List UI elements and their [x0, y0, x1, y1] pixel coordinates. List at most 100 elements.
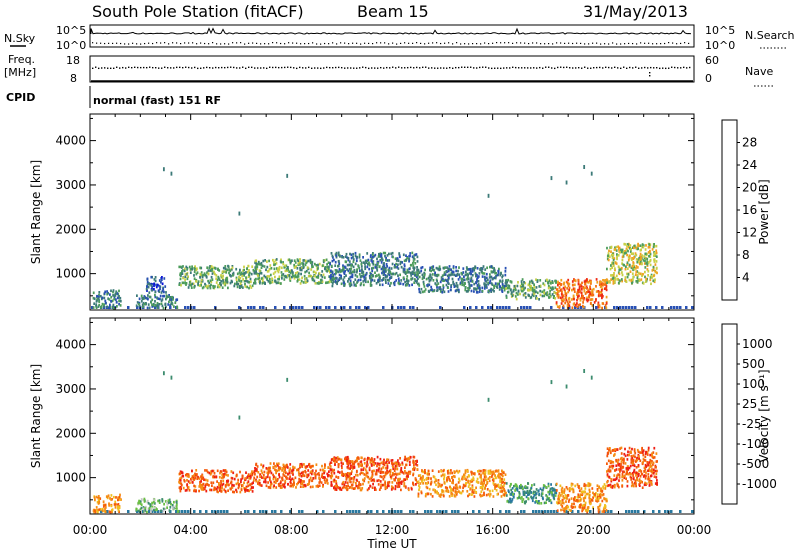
scatter-cell	[199, 276, 202, 279]
scatter-cell	[286, 466, 289, 469]
nsearch-dot	[236, 42, 238, 44]
scatter-cell	[521, 496, 523, 499]
scatter-cell	[154, 293, 156, 297]
nsearch-dot	[332, 42, 334, 44]
scatter-cell	[184, 281, 186, 284]
nave-dot	[425, 66, 427, 68]
nave-dot	[560, 66, 562, 68]
scatter-cell	[387, 481, 390, 484]
scatter-cell	[442, 279, 445, 282]
scatter-cell	[440, 470, 443, 473]
scatter-cell	[378, 276, 381, 280]
scatter-cell	[349, 252, 351, 256]
nsearch-dot	[636, 43, 638, 45]
scatter-cell	[446, 266, 448, 269]
scatter-cell	[273, 468, 276, 471]
scatter-cell	[626, 263, 629, 266]
scatter-cell	[637, 510, 640, 513]
scatter-cell	[385, 461, 387, 464]
scatter-cell	[602, 486, 605, 490]
nave-dot	[629, 66, 631, 69]
scatter-cell	[164, 302, 167, 306]
scatter-cell	[601, 284, 604, 287]
scatter-cell	[525, 495, 528, 499]
scatter-cell	[353, 487, 355, 490]
scatter-cell	[483, 491, 485, 495]
scatter-cell	[271, 277, 273, 280]
scatter-cell	[205, 510, 208, 513]
scatter-cell	[350, 477, 353, 480]
scatter-cell	[266, 471, 269, 474]
scatter-cell	[389, 468, 392, 472]
scatter-cell	[289, 306, 292, 309]
nave-dot	[392, 66, 394, 68]
scatter-cell	[508, 306, 511, 309]
scatter-cell	[355, 478, 358, 482]
scatter-cell	[146, 306, 149, 310]
scatter-cell	[237, 282, 240, 286]
scatter-cell	[306, 266, 309, 269]
scatter-cell	[644, 275, 646, 279]
scatter-cell	[275, 465, 277, 468]
scatter-cell	[338, 267, 341, 271]
scatter-cell	[446, 470, 449, 473]
scatter-cell	[382, 268, 385, 272]
scatter-cell	[356, 275, 359, 278]
scatter-cell	[597, 303, 600, 306]
scatter-cell	[174, 505, 177, 508]
scatter-cell	[390, 275, 393, 279]
nave-dot	[248, 66, 250, 69]
nsearch-dot	[460, 43, 462, 45]
scatter-cell	[246, 476, 249, 479]
scatter-cell	[116, 292, 119, 295]
nave-dot	[473, 67, 475, 69]
scatter-cell	[318, 262, 321, 266]
scatter-cell	[110, 504, 113, 508]
scatter-cell	[300, 462, 303, 466]
scatter-cell	[160, 302, 163, 305]
scatter-cell	[100, 306, 102, 309]
scatter-cell	[184, 273, 187, 276]
scatter-cell	[148, 291, 151, 294]
nave-dot	[209, 67, 211, 69]
scatter-cell	[503, 489, 506, 493]
scatter-cell	[483, 272, 486, 275]
scatter-cell	[567, 284, 570, 287]
nave-dot	[533, 67, 535, 69]
scatter-cell	[434, 490, 437, 494]
scatter-cell	[98, 293, 100, 297]
scatter-cell	[91, 306, 94, 309]
scatter-cell	[413, 271, 415, 275]
scatter-cell	[403, 306, 406, 309]
nave-dot	[380, 66, 382, 69]
scatter-cell	[422, 282, 425, 286]
scatter-cell	[192, 478, 195, 481]
scatter-cell	[432, 265, 435, 268]
scatter-cell	[154, 303, 157, 307]
scatter-cell	[256, 465, 259, 468]
scatter-cell	[436, 289, 438, 292]
y-tick-label: 1000	[55, 267, 86, 281]
scatter-cell	[332, 256, 334, 259]
scatter-cell	[160, 509, 162, 513]
scatter-cell	[163, 277, 166, 280]
scatter-cell	[376, 269, 379, 272]
scatter-cell	[365, 261, 368, 264]
nsearch-dot	[116, 42, 118, 44]
scatter-cell	[170, 171, 173, 176]
scatter-cell	[536, 297, 538, 300]
scatter-cell	[200, 281, 203, 285]
scatter-cell	[452, 474, 455, 478]
scatter-cell	[263, 480, 265, 484]
scatter-cell	[559, 484, 562, 488]
scatter-cell	[511, 498, 514, 501]
scatter-cell	[536, 280, 539, 283]
scatter-cell	[246, 267, 248, 270]
scatter-cell	[112, 294, 114, 297]
scatter-cell	[175, 501, 178, 504]
nave-dot	[146, 66, 148, 69]
scatter-cell	[380, 467, 383, 471]
scatter-cell	[377, 280, 380, 284]
scatter-cell	[416, 260, 419, 263]
nsearch-dot	[516, 42, 518, 44]
